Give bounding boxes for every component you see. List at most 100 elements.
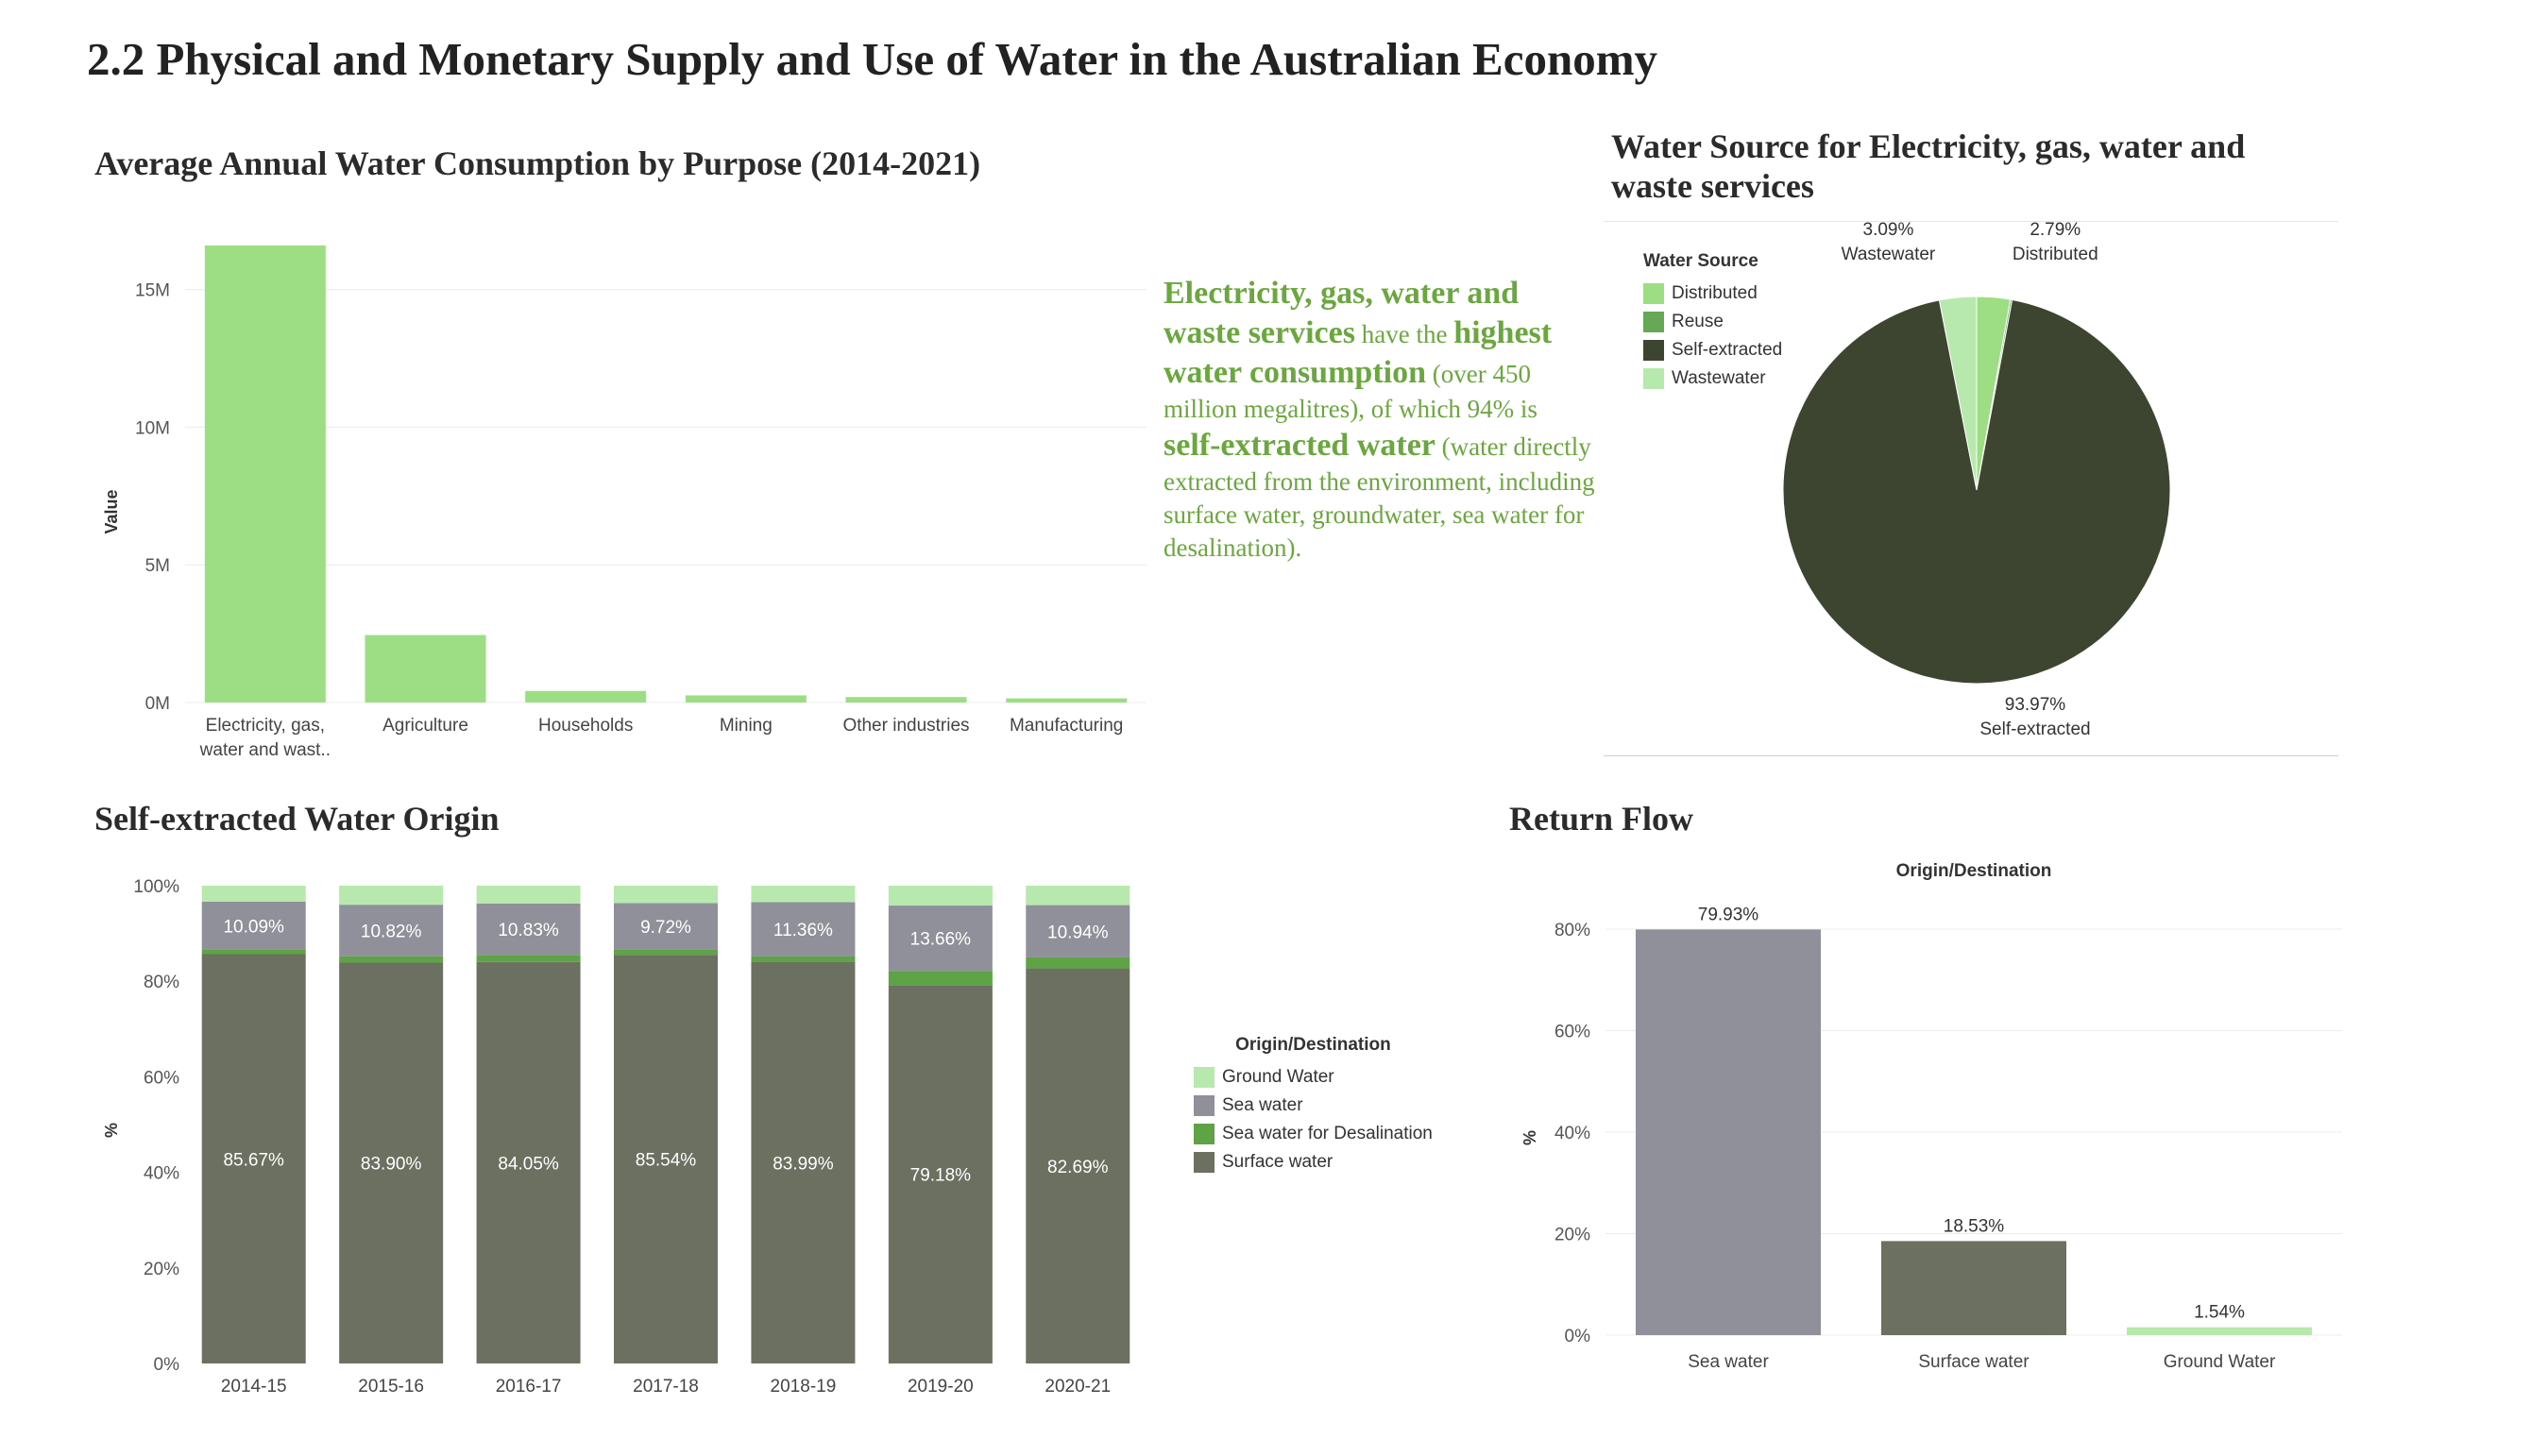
x-tick-label: 2015-16 — [358, 1377, 424, 1397]
y-tick-label: 20% — [144, 1260, 179, 1279]
legend-title: Water Source — [1643, 251, 1758, 271]
y-tick-label: 80% — [144, 973, 179, 992]
return-flow-chart-title: Return Flow — [1509, 800, 1693, 838]
x-tick-label: 2016-17 — [496, 1377, 562, 1397]
legend-label: Ground Water — [1222, 1067, 1334, 1087]
legend-item: Sea water — [1194, 1092, 1433, 1120]
legend-item: Surface water — [1194, 1148, 1433, 1177]
stacked-bar-segment — [201, 954, 306, 1363]
legend-item: Distributed — [1643, 279, 1782, 308]
stacked-bar-segment — [1026, 968, 1130, 1363]
x-tick-label: Sea water — [1688, 1352, 1769, 1372]
legend-swatch — [1194, 1067, 1215, 1088]
bar — [685, 695, 807, 703]
x-tick-label: Agriculture — [382, 716, 468, 736]
x-tick-label: Electricity, gas, — [206, 716, 325, 736]
annotation-text: (over 450 million megalitres), of which … — [1164, 360, 1537, 423]
legend-item: Sea water for Desalination — [1194, 1120, 1433, 1148]
y-tick-label: 40% — [144, 1164, 179, 1184]
bar-value-label: 79.93% — [1698, 905, 1759, 924]
page-title: 2.2 Physical and Monetary Supply and Use… — [87, 33, 1658, 85]
legend-swatch — [1643, 312, 1664, 332]
water-source-pie-chart: 2.79% Distributed 93.97% Self-extracted 3.09… — [1782, 220, 2171, 739]
segment-value-label: 10.82% — [361, 923, 422, 942]
stacked-bar-segment — [339, 956, 444, 963]
segment-value-label: 83.90% — [361, 1155, 422, 1175]
pie-divider-top — [1604, 221, 2338, 222]
stacked-bar-segment — [1026, 886, 1130, 906]
legend-swatch — [1643, 340, 1664, 361]
stacked-bar-segment — [201, 886, 306, 902]
legend-item: Reuse — [1643, 308, 1782, 336]
bar — [1881, 1241, 2066, 1335]
self-extracted-stacked-chart: 0% 20% 40% 60% 80% 100%% 85.67% 10.09% 2014-15 83… — [102, 877, 1130, 1397]
stacked-bar-segment — [339, 905, 444, 957]
legend-swatch — [1194, 1152, 1215, 1173]
y-tick-label: 40% — [1554, 1124, 1590, 1143]
x-tick-label: 2019-20 — [908, 1377, 974, 1397]
water-source-legend: Water Source Distributed Reuse Self-extract… — [1643, 251, 1782, 393]
y-tick-label: 10M — [135, 418, 170, 438]
legend-label: Sea water for Desalination — [1222, 1124, 1433, 1143]
x-tick-label: 2020-21 — [1045, 1377, 1111, 1397]
segment-value-label: 83.99% — [773, 1155, 834, 1175]
bar — [525, 690, 647, 703]
pie-category-label: Distributed — [2013, 245, 2098, 264]
stacked-bar-segment — [888, 906, 993, 972]
x-tick-label: Mining — [720, 716, 773, 736]
consumption-chart-title: Average Annual Water Consumption by Purp… — [94, 144, 981, 182]
legend-label: Wastewater — [1672, 368, 1766, 388]
y-tick-label: 0M — [145, 694, 170, 714]
y-tick-label: 5M — [145, 556, 170, 576]
stacked-bar-segment — [751, 902, 856, 957]
segment-value-label: 10.94% — [1047, 923, 1109, 942]
legend-swatch — [1643, 283, 1664, 304]
y-tick-label: 20% — [1554, 1226, 1590, 1245]
pie-divider-bottom — [1604, 755, 2338, 756]
y-tick-label: 15M — [135, 281, 170, 301]
bar — [845, 697, 967, 703]
bar — [1636, 929, 1821, 1335]
segment-value-label: 82.69% — [1047, 1158, 1109, 1177]
stacked-bar-segment — [888, 971, 993, 986]
legend-item: Wastewater — [1643, 364, 1782, 393]
x-tick-label: Ground Water — [2164, 1352, 2276, 1372]
legend-label: Surface water — [1222, 1152, 1333, 1172]
legend-label: Sea water — [1222, 1095, 1303, 1115]
legend-item: Ground Water — [1194, 1063, 1433, 1092]
y-tick-label: 60% — [1554, 1023, 1590, 1042]
stacked-bar-segment — [614, 886, 718, 904]
stacked-bar-segment — [476, 955, 581, 962]
stacked-bar-segment — [1026, 957, 1130, 969]
y-axis-label: % — [102, 1123, 121, 1138]
stacked-bar-segment — [751, 886, 856, 903]
x-tick-label: Manufacturing — [1010, 716, 1123, 736]
legend-label: Self-extracted — [1672, 340, 1783, 360]
bar — [2127, 1327, 2312, 1335]
x-tick-label: water and wast.. — [199, 740, 331, 760]
bar — [365, 635, 486, 703]
y-tick-label: 100% — [133, 877, 179, 897]
self-extracted-legend: Origin/Destination Ground Water Sea water S… — [1194, 1035, 1433, 1177]
segment-value-label: 85.54% — [636, 1151, 697, 1171]
annotation-highlight: highest water consumption — [1164, 315, 1553, 390]
x-tick-label: 2017-18 — [633, 1377, 699, 1397]
pie-slice — [1782, 298, 2171, 685]
pie-slice — [1938, 296, 1978, 491]
segment-value-label: 84.05% — [498, 1154, 559, 1174]
stacked-bar-segment — [614, 949, 718, 956]
x-tick-label: Other industries — [842, 716, 969, 736]
segment-value-label: 85.67% — [223, 1150, 284, 1170]
stacked-bar-segment — [614, 955, 718, 1363]
pie-value-label: 3.09% — [1863, 220, 1914, 240]
legend-label: Reuse — [1672, 312, 1724, 331]
water-source-chart-title: Water Source for Electricity, gas, water… — [1611, 127, 2246, 205]
segment-value-label: 9.72% — [640, 918, 691, 938]
pie-value-label: 2.79% — [2030, 220, 2081, 240]
x-tick-label: Households — [538, 716, 633, 736]
pie-value-label: 93.97% — [2005, 695, 2066, 715]
stacked-bar-segment — [476, 886, 581, 904]
y-tick-label: 0% — [1565, 1327, 1591, 1346]
segment-value-label: 10.09% — [223, 917, 284, 937]
stacked-bar-segment — [1026, 905, 1130, 957]
